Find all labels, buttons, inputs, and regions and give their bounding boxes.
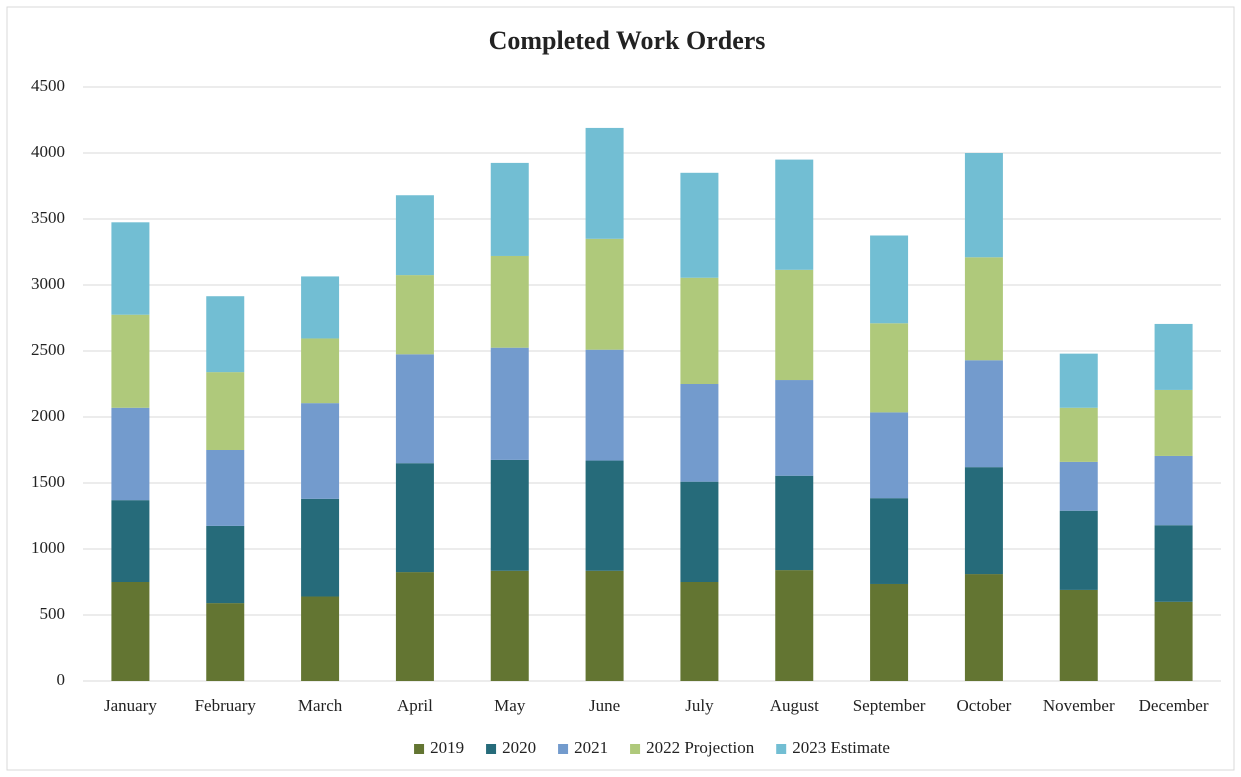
bar-segment bbox=[680, 277, 719, 384]
y-tick-label: 4000 bbox=[31, 142, 65, 161]
bar-segment bbox=[1059, 353, 1098, 408]
bar-segment bbox=[1154, 323, 1193, 390]
x-tick-label: June bbox=[589, 696, 620, 715]
bar-segment bbox=[775, 570, 814, 681]
bar-segment bbox=[1154, 525, 1193, 602]
bar-segment bbox=[870, 323, 909, 413]
legend-swatch bbox=[776, 744, 787, 754]
bar-segment bbox=[301, 498, 340, 597]
bar-segment bbox=[111, 222, 150, 315]
bar-segment bbox=[111, 407, 150, 501]
x-tick-label: November bbox=[1043, 696, 1115, 715]
bar-segment bbox=[964, 257, 1003, 361]
bar-segment bbox=[870, 498, 909, 584]
bar-segment bbox=[870, 583, 909, 681]
bar-segment bbox=[1059, 407, 1098, 462]
bar-segment bbox=[206, 450, 245, 526]
bar-segment bbox=[490, 570, 529, 681]
y-tick-label: 3500 bbox=[31, 208, 65, 227]
bar-segment bbox=[775, 475, 814, 571]
x-tick-label: July bbox=[685, 696, 714, 715]
x-tick-label: February bbox=[195, 696, 257, 715]
bar-segment bbox=[111, 314, 150, 408]
x-tick-label: August bbox=[770, 696, 819, 715]
bar-segment bbox=[1059, 589, 1098, 681]
bar-segment bbox=[490, 347, 529, 460]
x-tick-label: March bbox=[298, 696, 343, 715]
bar-segment bbox=[111, 582, 150, 681]
bar-segment bbox=[964, 467, 1003, 575]
legend-label: 2021 bbox=[574, 738, 608, 757]
bar-segment bbox=[395, 572, 434, 681]
bar-segment bbox=[490, 459, 529, 571]
bar-segment bbox=[585, 460, 624, 571]
bar-segment bbox=[585, 127, 624, 239]
bar-segment bbox=[111, 500, 150, 582]
bar-segment bbox=[775, 380, 814, 476]
y-tick-label: 2000 bbox=[31, 406, 65, 425]
bar-segment bbox=[206, 525, 245, 604]
legend-swatch bbox=[486, 744, 497, 754]
legend-label: 2022 Projection bbox=[646, 738, 755, 757]
bar-segment bbox=[206, 296, 245, 373]
bar-segment bbox=[206, 603, 245, 681]
x-tick-label: December bbox=[1139, 696, 1209, 715]
bar-segment bbox=[870, 412, 909, 499]
bar-segment bbox=[680, 481, 719, 582]
bar-segment bbox=[301, 596, 340, 681]
bar-segment bbox=[301, 403, 340, 499]
legend-label: 2019 bbox=[430, 738, 464, 757]
bar-segment bbox=[680, 384, 719, 482]
y-tick-label: 2500 bbox=[31, 340, 65, 359]
x-tick-label: September bbox=[853, 696, 926, 715]
bar-segment bbox=[490, 255, 529, 348]
legend-swatch bbox=[630, 744, 641, 754]
bar-segment bbox=[870, 235, 909, 324]
y-tick-label: 1500 bbox=[31, 472, 65, 491]
legend-swatch bbox=[558, 744, 569, 754]
bar-segment bbox=[395, 195, 434, 276]
legend-label: 2020 bbox=[502, 738, 536, 757]
y-tick-label: 3000 bbox=[31, 274, 65, 293]
x-tick-label: April bbox=[397, 696, 433, 715]
bar-segment bbox=[775, 159, 814, 270]
bar-segment bbox=[301, 338, 340, 404]
bar-segment bbox=[1154, 455, 1193, 526]
x-tick-label: May bbox=[494, 696, 526, 715]
bar-segment bbox=[1059, 510, 1098, 590]
bar-segment bbox=[680, 582, 719, 681]
bar-segment bbox=[490, 162, 529, 256]
bar-segment bbox=[301, 276, 340, 339]
bar-segment bbox=[395, 275, 434, 355]
bar-segment bbox=[964, 360, 1003, 468]
legend-label: 2023 Estimate bbox=[792, 738, 890, 757]
bar-segment bbox=[395, 463, 434, 573]
bar-segment bbox=[1059, 461, 1098, 511]
bar-segment bbox=[1154, 389, 1193, 456]
legend-swatch bbox=[414, 744, 425, 754]
bar-segment bbox=[775, 269, 814, 381]
bar-segment bbox=[964, 153, 1003, 258]
bar-segment bbox=[585, 238, 624, 350]
bar-segment bbox=[1154, 601, 1193, 681]
bar-segment bbox=[206, 372, 245, 450]
y-tick-label: 4500 bbox=[31, 76, 65, 95]
bar-segment bbox=[964, 574, 1003, 681]
bar-segment bbox=[395, 354, 434, 464]
y-tick-label: 0 bbox=[57, 670, 66, 689]
bar-segment bbox=[680, 172, 719, 278]
y-tick-label: 1000 bbox=[31, 538, 65, 557]
bar-segment bbox=[585, 570, 624, 681]
x-tick-label: January bbox=[104, 696, 157, 715]
y-tick-label: 500 bbox=[40, 604, 66, 623]
chart-title: Completed Work Orders bbox=[489, 26, 766, 55]
bar-segment bbox=[585, 349, 624, 461]
x-tick-label: October bbox=[957, 696, 1012, 715]
